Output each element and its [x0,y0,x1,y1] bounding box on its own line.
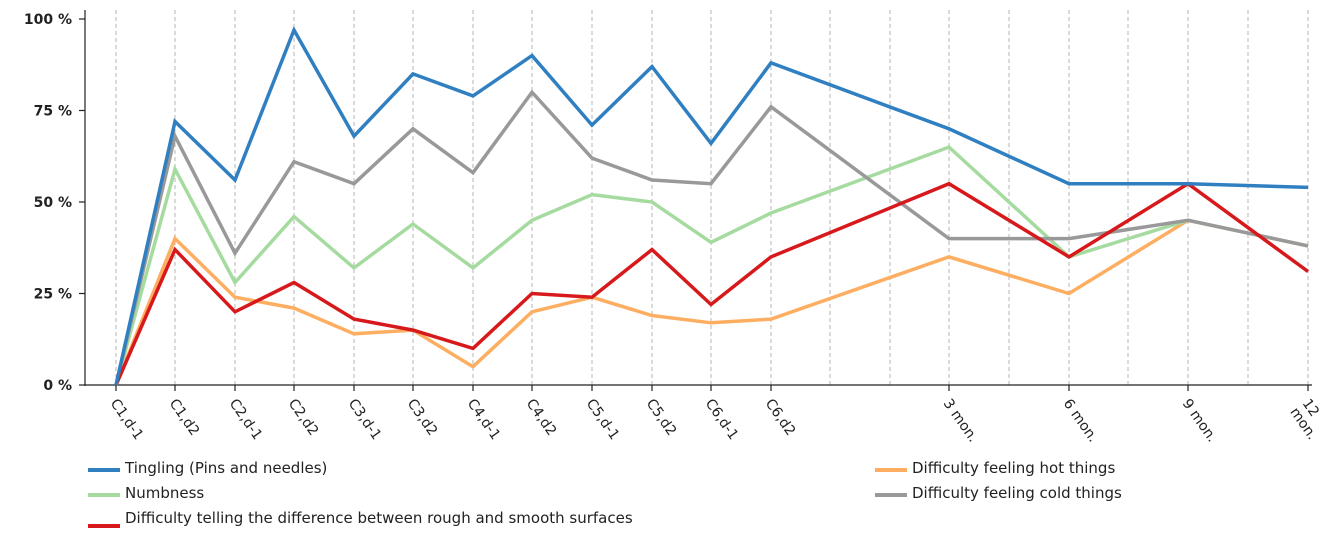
x-tick-label: 6 mon. [1060,396,1101,445]
series-line-3 [114,218,1309,386]
legend-item-rough-smooth: Difficulty telling the difference betwee… [88,510,688,528]
x-tick-labels: C1,d-1 C1,d2 C2,d-1 C2,d2 C3,d-1 C3,d2 C4,d-1 C… [107,385,1329,445]
legend-label: Tingling (Pins and needles) [125,459,328,477]
x-tick-label: C5,d-1 [583,396,622,443]
grid-lines [115,10,1309,385]
legend-item-numbness: Numbness [88,485,788,501]
legend-swatch [88,524,120,528]
x-tick-label: C3,d-1 [345,396,384,443]
series-line-2 [114,181,1310,386]
x-tick-label: C1,d-1 [107,396,146,443]
x-tick-label: C3,d2 [404,396,441,439]
x-tick-label: C2,d-1 [226,396,265,443]
series-line-0 [114,25,1309,386]
series-line-4 [114,89,1309,386]
legend-label: Numbness [125,484,205,502]
y-tick-label: 100 % [24,12,72,28]
axes [84,10,1312,386]
y-tick-label: 25 % [34,287,72,303]
legend-swatch [875,493,907,497]
x-tick-label: C6,d-1 [702,396,741,443]
x-tick-label: C4,d2 [523,396,560,439]
x-tick-label: C4,d-1 [464,396,503,443]
series-line-1 [114,145,1309,386]
y-tick-labels: 0 % 25 % 50 % 75 % 100 % [24,12,85,394]
legend-item-tingling: Tingling (Pins and needles) [88,460,788,476]
legend-label: Difficulty feeling hot things [912,459,1116,477]
x-tick-label: 3 mon. [940,396,981,445]
legend-swatch [875,468,907,472]
series-lines [114,25,1310,386]
x-tick-label: 9 mon. [1179,396,1220,445]
legend-label: Difficulty telling the difference betwee… [125,509,633,527]
y-tick-label: 50 % [34,195,72,211]
x-tick-label: C2,d2 [285,396,322,439]
x-tick-label: C1,d2 [166,396,203,439]
x-tick-label: C6,d2 [762,396,799,439]
legend-item-cold: Difficulty feeling cold things [875,485,1315,501]
legend-item-hot: Difficulty feeling hot things [875,460,1315,476]
legend-swatch [88,468,120,472]
legend-swatch [88,493,120,497]
x-tick-label: C5,d2 [643,396,680,439]
y-tick-label: 75 % [34,104,72,120]
line-chart: 0 % 25 % 50 % 75 % 100 % C1,d-1 C1,d2 C2,d-1 C2… [24,10,1329,445]
x-tick-label: 12mon. [1286,396,1329,443]
legend-label: Difficulty feeling cold things [912,484,1122,502]
y-tick-label: 0 % [43,378,72,394]
